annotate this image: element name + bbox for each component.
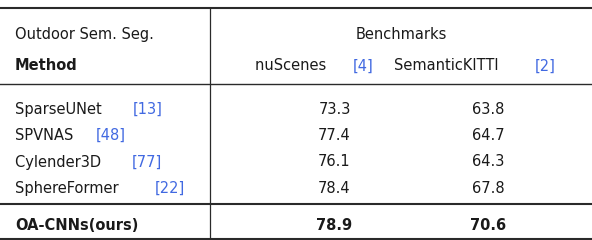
Text: [4]: [4] [352, 59, 373, 73]
Text: Method: Method [15, 59, 78, 73]
Text: 76.1: 76.1 [318, 155, 351, 169]
Text: 73.3: 73.3 [318, 102, 350, 117]
Text: nuScenes: nuScenes [255, 59, 330, 73]
Text: 78.9: 78.9 [316, 218, 353, 233]
Text: 67.8: 67.8 [472, 181, 505, 196]
Text: SparseUNet: SparseUNet [15, 102, 106, 117]
Text: OA-CNNs(ours): OA-CNNs(ours) [15, 218, 138, 233]
Text: [13]: [13] [133, 102, 163, 117]
Text: 77.4: 77.4 [318, 128, 351, 143]
Text: 70.6: 70.6 [470, 218, 507, 233]
Text: 64.3: 64.3 [472, 155, 504, 169]
Text: [77]: [77] [132, 155, 162, 169]
Text: [2]: [2] [535, 59, 555, 73]
Text: [48]: [48] [96, 128, 126, 143]
Text: SemanticKITTI: SemanticKITTI [394, 59, 503, 73]
Text: Outdoor Sem. Seg.: Outdoor Sem. Seg. [15, 27, 154, 42]
Text: 64.7: 64.7 [472, 128, 505, 143]
Text: 63.8: 63.8 [472, 102, 504, 117]
Text: SphereFormer: SphereFormer [15, 181, 123, 196]
Text: Cylender3D: Cylender3D [15, 155, 105, 169]
Text: Benchmarks: Benchmarks [355, 27, 447, 42]
Text: SPVNAS: SPVNAS [15, 128, 78, 143]
Text: 78.4: 78.4 [318, 181, 351, 196]
Text: [22]: [22] [155, 181, 185, 196]
